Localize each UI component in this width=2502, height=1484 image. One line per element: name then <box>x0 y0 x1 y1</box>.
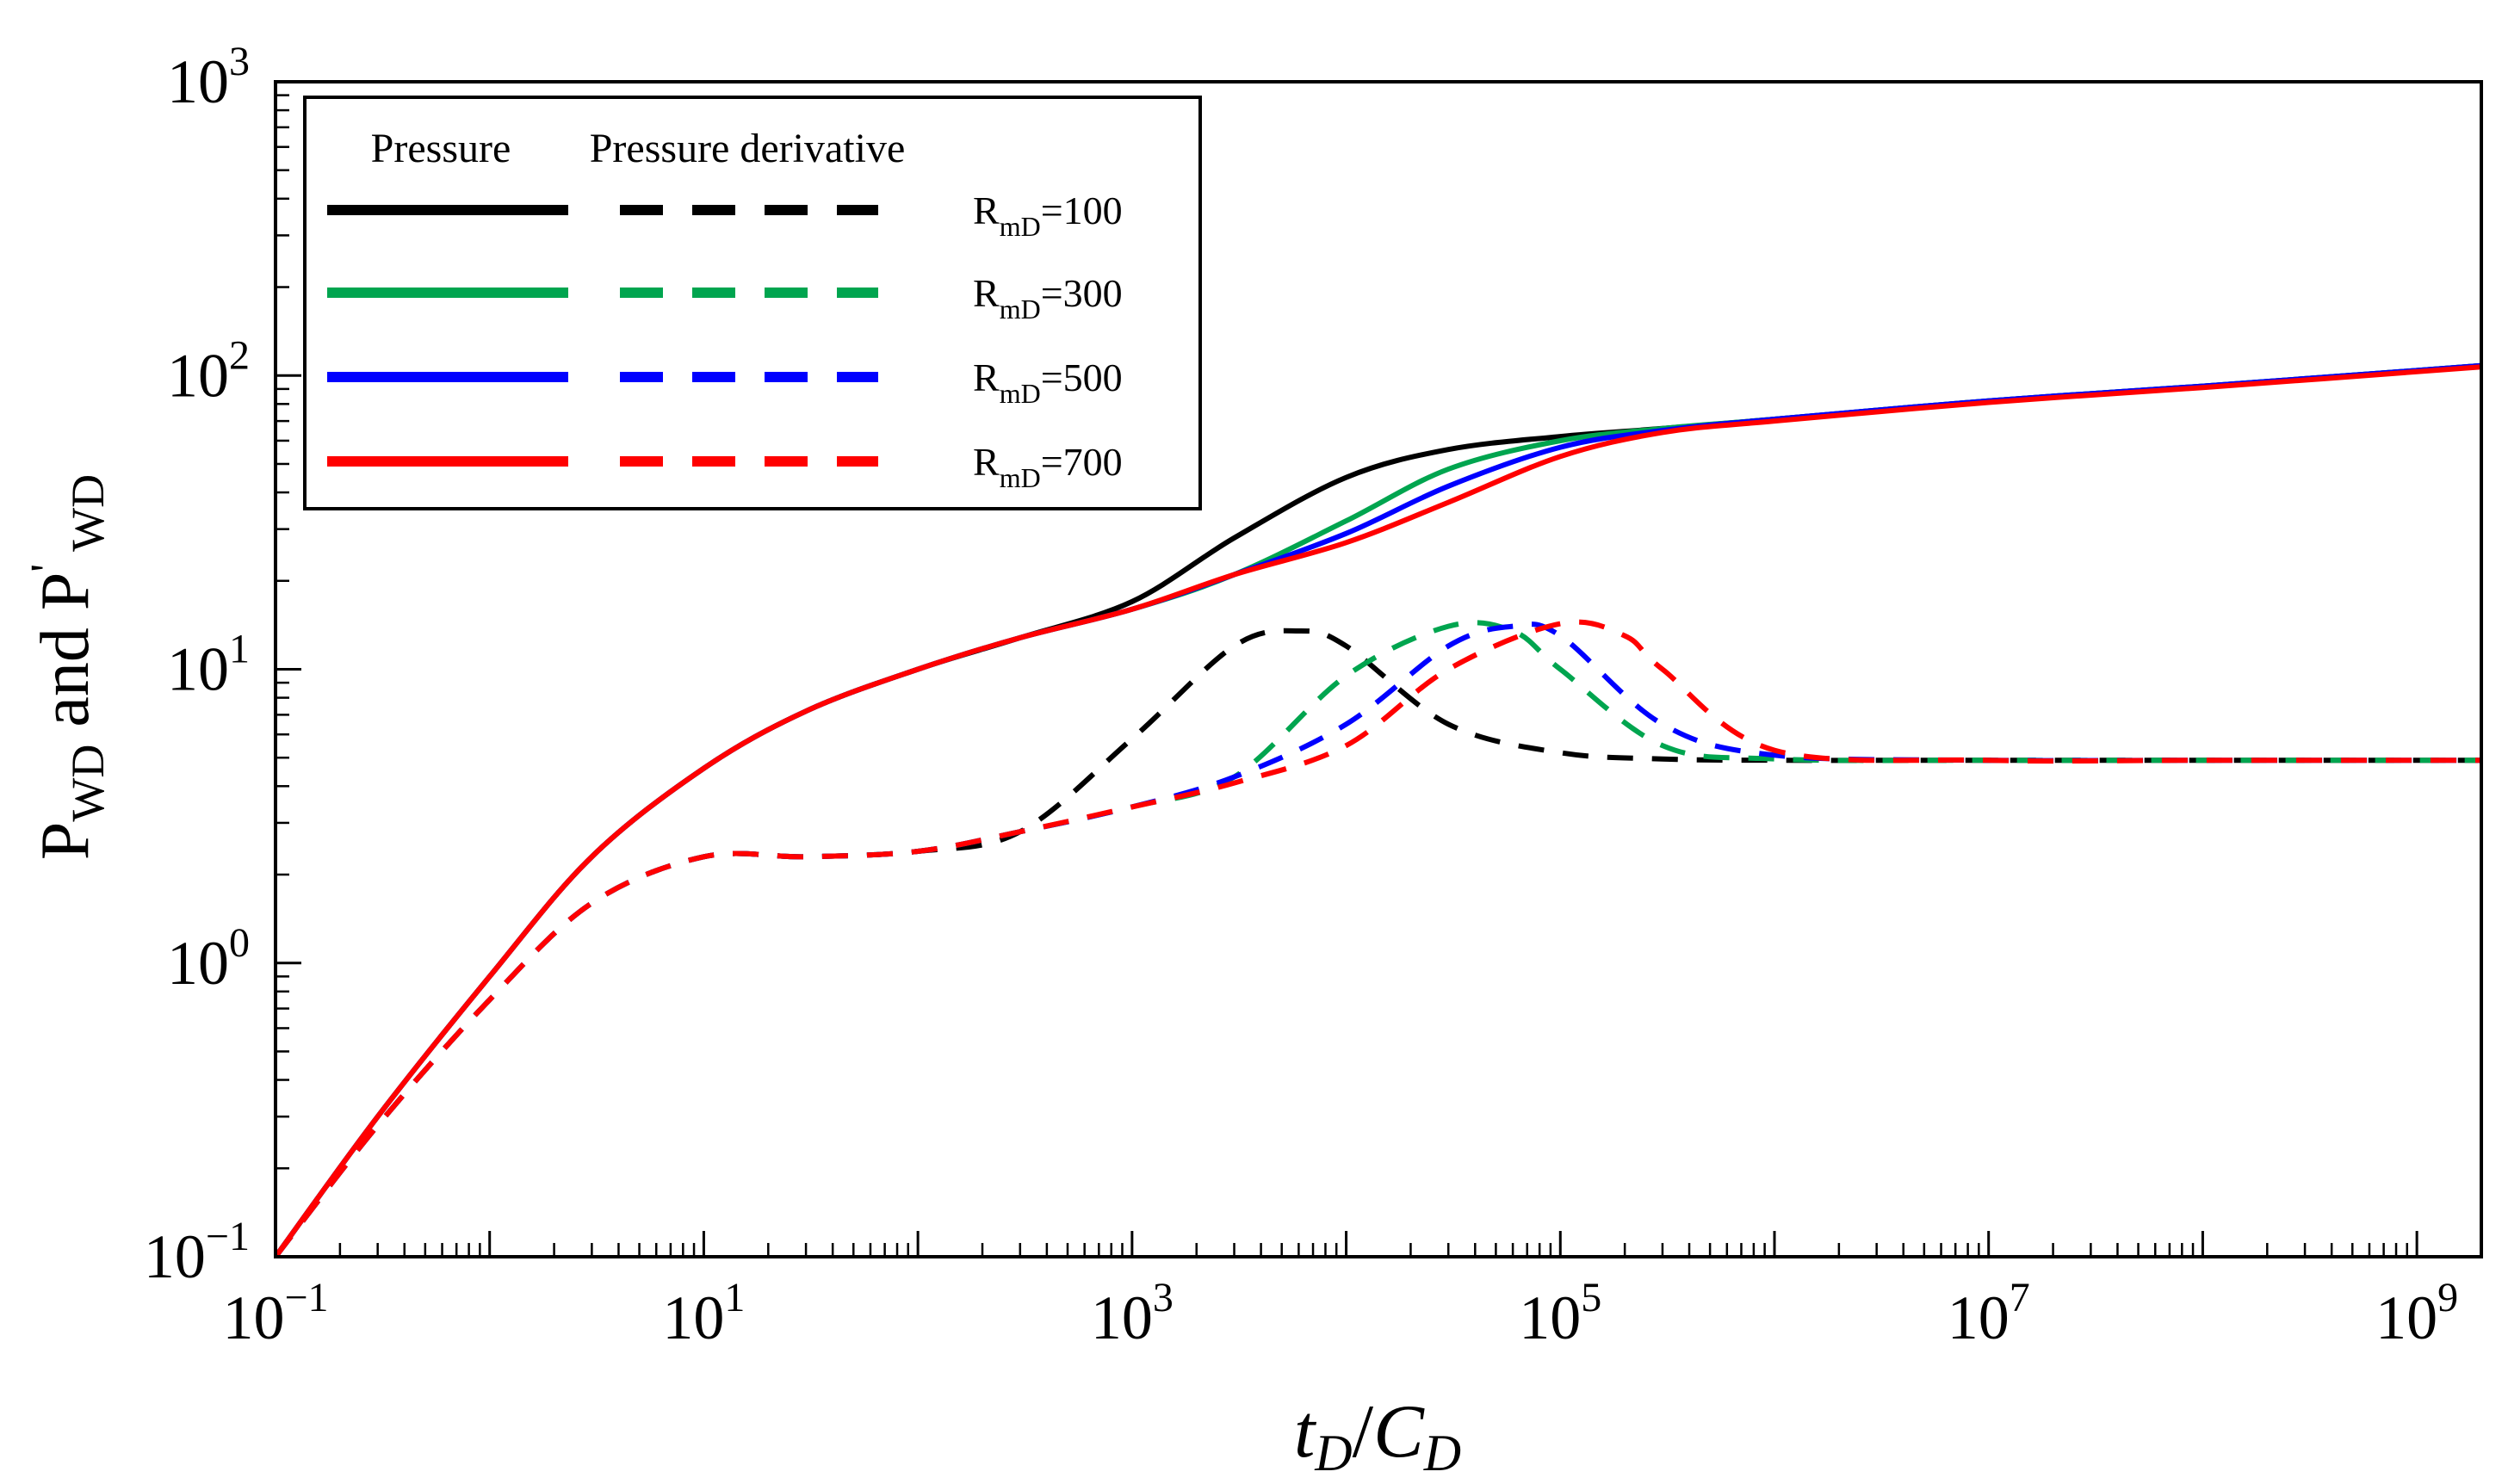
y-axis-label: PWD and P'WD <box>21 474 114 860</box>
x-tick-label: 101 <box>662 1275 745 1352</box>
y-tick-label: 10−1 <box>144 1214 250 1291</box>
derivative-curve-rmd-700 <box>276 619 2481 1257</box>
x-tick-label: 10−1 <box>222 1275 328 1352</box>
y-tick-label: 102 <box>167 332 250 410</box>
legend-header-pressure: Pressure <box>371 126 511 171</box>
legend-label-rmd-300: RmD=300 <box>973 271 1123 325</box>
y-tick-labels: 10−1 100 101 102 103 <box>144 39 250 1291</box>
x-tick-labels: 10−1 101 103 105 107 109 <box>222 1275 2458 1352</box>
legend-box <box>303 96 1202 510</box>
legend-label-rmd-100: RmD=100 <box>973 189 1123 242</box>
y-tick-label: 101 <box>167 627 250 704</box>
x-tick-label: 103 <box>1091 1275 1174 1352</box>
minor-ticks <box>276 94 2408 1257</box>
y-tick-label: 103 <box>167 39 250 116</box>
x-axis-label: tD/CD <box>1294 1390 1461 1481</box>
legend-label-rmd-700: RmD=700 <box>973 440 1123 493</box>
legend-label-rmd-500: RmD=500 <box>973 356 1123 409</box>
legend-header-derivative: Pressure derivative <box>590 126 906 171</box>
x-tick-label: 105 <box>1519 1275 1601 1352</box>
data-curves <box>276 362 2481 1257</box>
legend: Pressure Pressure derivative RmD=100RmD=… <box>303 96 1202 510</box>
y-tick-label: 100 <box>167 920 250 998</box>
x-tick-label: 109 <box>2375 1275 2458 1352</box>
x-tick-label: 107 <box>1948 1275 2030 1352</box>
legend-rows: RmD=100 RmD=300 RmD=500 RmD=700 <box>327 189 1123 493</box>
pressure-curve-rmd-700 <box>276 364 2481 1257</box>
plot-frame <box>274 80 2483 1258</box>
